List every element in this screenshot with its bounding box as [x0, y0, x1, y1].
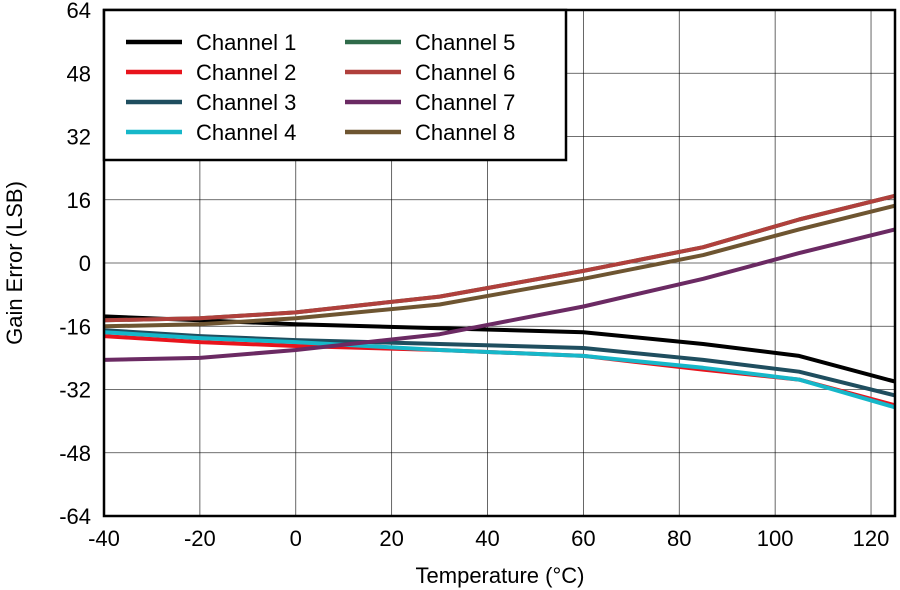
- series-line-channel-1: [103, 314, 896, 384]
- legend-label: Channel 8: [415, 120, 515, 145]
- y-tick-label: 32: [67, 125, 91, 150]
- y-tick-label: 64: [67, 0, 91, 23]
- y-tick-label: -32: [59, 378, 91, 403]
- y-tick-label: -48: [59, 441, 91, 466]
- x-tick-label: 100: [757, 526, 794, 551]
- x-tick-label: -40: [88, 526, 120, 551]
- y-axis-title: Gain Error (LSB): [2, 181, 27, 345]
- series-line-channel-7: [103, 227, 896, 362]
- y-tick-label: 0: [79, 251, 91, 276]
- y-tick-label: 16: [67, 188, 91, 213]
- legend-label: Channel 3: [196, 90, 296, 115]
- x-tick-label: 20: [379, 526, 403, 551]
- y-tick-label: -64: [59, 504, 91, 529]
- y-tick-labels: 64 48 32 16 0 -16 -32 -48 -64: [59, 0, 91, 529]
- legend: Channel 1 Channel 2 Channel 3 Channel 4 Chan…: [102, 8, 568, 162]
- x-tick-label: 120: [853, 526, 890, 551]
- legend-label: Channel 6: [415, 60, 515, 85]
- x-tick-label: 80: [667, 526, 691, 551]
- x-tick-label: 0: [290, 526, 302, 551]
- series-lines: [103, 193, 896, 410]
- legend-label: Channel 5: [415, 30, 515, 55]
- x-tick-label: -20: [184, 526, 216, 551]
- series-line-channel-6: [103, 193, 896, 323]
- y-tick-label: 48: [67, 61, 91, 86]
- legend-label: Channel 1: [196, 30, 296, 55]
- x-tick-label: 60: [571, 526, 595, 551]
- y-tick-label: -16: [59, 314, 91, 339]
- legend-label: Channel 2: [196, 60, 296, 85]
- x-axis-title: Temperature (°C): [416, 563, 585, 588]
- x-tick-labels: -40 -20 0 20 40 60 80 100 120: [88, 526, 889, 551]
- legend-box: [102, 8, 568, 162]
- legend-label: Channel 4: [196, 120, 296, 145]
- series-line-channel-4: [103, 330, 896, 410]
- series-line-channel-8: [103, 203, 896, 329]
- x-tick-label: 40: [475, 526, 499, 551]
- legend-label: Channel 7: [415, 90, 515, 115]
